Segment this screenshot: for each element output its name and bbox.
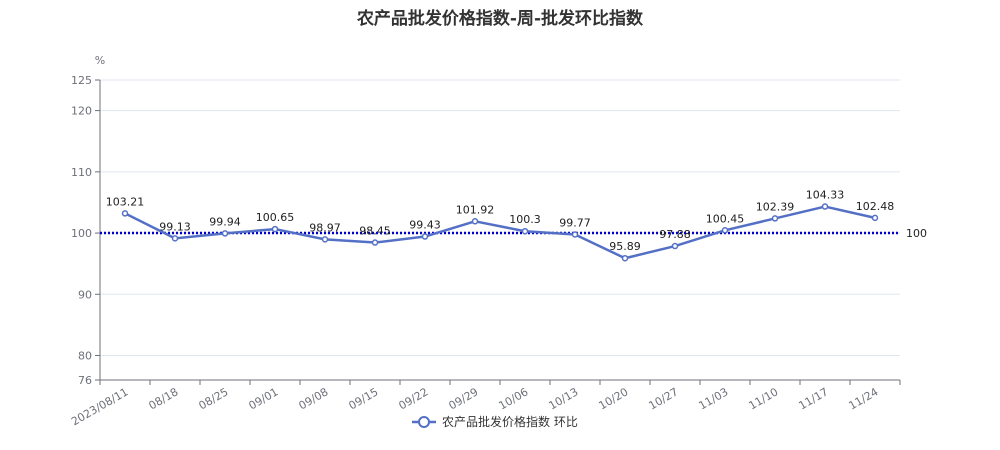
y-tick-label: 100 <box>71 227 92 240</box>
legend-marker[interactable] <box>418 416 430 428</box>
x-tick-label: 09/22 <box>397 385 431 412</box>
data-label: 102.39 <box>756 200 795 213</box>
data-label: 100.65 <box>256 211 295 224</box>
legend-label[interactable]: 农产品批发价格指数 环比 <box>442 414 578 429</box>
data-point[interactable] <box>421 233 429 240</box>
data-label: 101.92 <box>456 203 495 216</box>
data-point[interactable] <box>471 218 479 225</box>
x-tick-label: 08/18 <box>147 385 181 412</box>
x-tick-label: 09/15 <box>347 385 381 412</box>
data-point[interactable] <box>571 231 579 238</box>
data-point[interactable] <box>271 225 279 233</box>
x-tick-label: 10/13 <box>547 385 581 412</box>
y-tick-label: 76 <box>78 374 92 387</box>
data-label: 95.89 <box>609 240 641 253</box>
data-point[interactable] <box>171 235 179 242</box>
x-tick-label: 09/08 <box>297 385 331 412</box>
data-label: 98.97 <box>309 221 341 234</box>
y-axis-unit: % <box>95 54 105 67</box>
x-tick-label: 11/24 <box>847 385 881 412</box>
data-label: 102.48 <box>856 200 895 213</box>
data-point[interactable] <box>221 230 229 237</box>
y-tick-label: 120 <box>71 105 92 118</box>
data-label: 98.45 <box>359 225 391 238</box>
x-tick-label: 09/01 <box>247 385 281 412</box>
data-label: 99.13 <box>159 220 191 233</box>
x-tick-label: 10/20 <box>597 385 631 412</box>
data-point[interactable] <box>321 236 329 243</box>
y-tick-label: 90 <box>78 288 92 301</box>
data-label: 99.77 <box>559 216 591 229</box>
data-point[interactable] <box>121 210 129 217</box>
x-tick-label: 11/03 <box>697 385 731 412</box>
data-label: 104.33 <box>806 189 845 202</box>
data-label: 100.3 <box>509 213 541 226</box>
x-tick-label: 09/29 <box>447 385 481 412</box>
series-line <box>124 205 876 260</box>
data-label: 99.94 <box>209 215 241 228</box>
data-label: 100.45 <box>706 212 745 225</box>
data-point[interactable] <box>521 227 529 235</box>
chart-title: 农产品批发价格指数-周-批发环比指数 <box>356 9 644 29</box>
x-tick-label: 11/10 <box>747 385 781 412</box>
y-tick-label: 110 <box>71 166 92 179</box>
data-point[interactable] <box>771 215 779 222</box>
x-tick-label: 11/17 <box>797 385 831 412</box>
x-tick-label: 2023/08/11 <box>69 385 130 428</box>
data-point[interactable] <box>871 214 879 222</box>
y-tick-label: 80 <box>78 350 92 363</box>
x-tick-label: 08/25 <box>197 385 231 412</box>
data-point[interactable] <box>371 239 379 246</box>
data-label: 99.43 <box>409 219 441 232</box>
x-tick-label: 10/27 <box>647 385 681 412</box>
data-point[interactable] <box>821 203 829 210</box>
data-label: 97.88 <box>659 228 691 241</box>
data-label: 103.21 <box>106 195 145 208</box>
data-point[interactable] <box>621 254 629 262</box>
x-tick-label: 10/06 <box>497 385 531 412</box>
reference-line-label: 100 <box>906 227 927 240</box>
y-tick-label: 125 <box>71 74 92 87</box>
data-point[interactable] <box>671 242 679 250</box>
data-point[interactable] <box>721 227 729 234</box>
